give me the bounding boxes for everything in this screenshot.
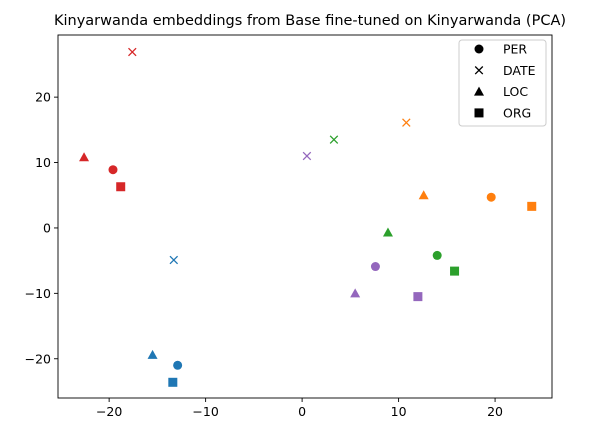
data-point-green-per bbox=[432, 250, 442, 260]
legend-per-icon bbox=[474, 44, 484, 54]
data-point-blue-per bbox=[173, 360, 183, 370]
legend-loc-icon bbox=[474, 86, 484, 96]
points-layer bbox=[79, 47, 537, 387]
data-point-red-loc bbox=[79, 152, 90, 162]
legend-date-icon bbox=[474, 66, 484, 75]
data-point-red-per bbox=[108, 165, 118, 175]
y-tick-label: 0 bbox=[43, 220, 51, 235]
data-point-orange-per bbox=[486, 192, 496, 202]
data-point-green-loc bbox=[382, 227, 393, 237]
legend-org-icon bbox=[474, 108, 484, 118]
data-point-orange-org bbox=[527, 201, 537, 211]
y-tick-label: 10 bbox=[35, 155, 51, 170]
data-point-purple-org bbox=[413, 292, 423, 302]
data-point-purple-per bbox=[370, 262, 380, 272]
data-point-blue-org bbox=[168, 377, 178, 387]
data-point-orange-loc bbox=[418, 190, 429, 200]
y-tick-label: 20 bbox=[35, 90, 51, 105]
legend-label-date: DATE bbox=[503, 63, 536, 78]
data-point-orange-date bbox=[402, 118, 411, 127]
chart-title: Kinyarwanda embeddings from Base fine-tu… bbox=[54, 13, 566, 29]
x-tick-label: −20 bbox=[96, 404, 122, 419]
data-point-green-org bbox=[450, 266, 460, 276]
data-point-purple-date bbox=[302, 151, 312, 161]
y-tick-label: −10 bbox=[25, 286, 51, 301]
x-tick-label: 0 bbox=[298, 404, 306, 419]
data-point-purple-loc bbox=[350, 288, 361, 298]
legend-box bbox=[458, 39, 547, 127]
x-tick-label: 10 bbox=[391, 404, 407, 419]
data-point-red-org bbox=[116, 182, 126, 192]
legend: PER DATE LOC ORG bbox=[458, 39, 547, 127]
data-point-red-date bbox=[128, 47, 137, 57]
legend-label-loc: LOC bbox=[503, 84, 528, 99]
legend-label-org: ORG bbox=[503, 105, 531, 120]
plot-frame bbox=[57, 34, 553, 399]
data-point-blue-loc bbox=[147, 349, 158, 359]
x-tick-label: 20 bbox=[487, 404, 503, 419]
data-point-blue-date bbox=[169, 255, 179, 265]
data-point-green-date bbox=[329, 135, 339, 144]
x-tick-label: −10 bbox=[192, 404, 218, 419]
axes-layer: −20 −10 0 10 20 −20 −10 0 10 20 bbox=[25, 34, 553, 419]
y-tick-label: −20 bbox=[25, 351, 51, 366]
legend-label-per: PER bbox=[503, 42, 527, 57]
